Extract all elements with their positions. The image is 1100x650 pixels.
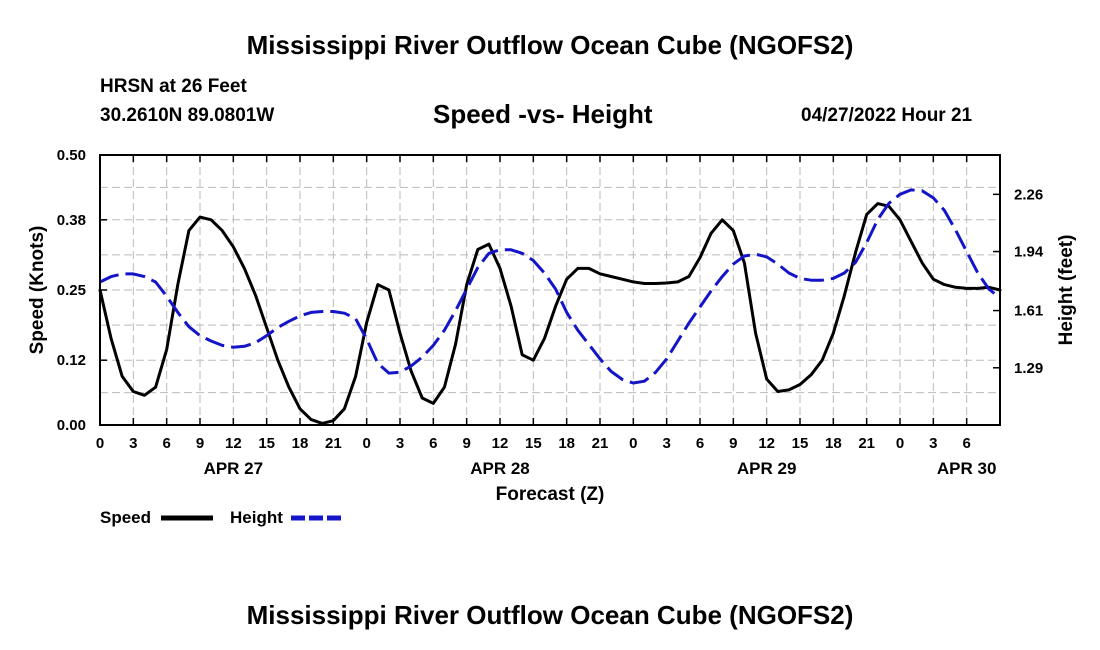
- x-tick-label: 3: [129, 435, 137, 452]
- main-title: Mississippi River Outflow Ocean Cube (NG…: [246, 30, 854, 60]
- x-tick-label: 3: [662, 435, 670, 452]
- x-tick-label: 21: [858, 435, 875, 452]
- forecast-date-label: 04/27/2022 Hour 21: [801, 105, 973, 126]
- coordinates-label: 30.2610N 89.0801W: [100, 105, 275, 126]
- x-tick-label: 9: [196, 435, 204, 452]
- x-tick-label: 3: [929, 435, 937, 452]
- y2-tick-label: 1.29: [1014, 360, 1043, 377]
- y-tick-label: 0.00: [57, 417, 86, 434]
- date-label: APR 27: [204, 459, 264, 478]
- x-tick-label: 6: [696, 435, 704, 452]
- date-label: APR 29: [737, 459, 797, 478]
- legend-height-label: Height: [230, 508, 283, 527]
- legend-speed-swatch: [161, 515, 213, 521]
- station-label: HRSN at 26 Feet: [100, 76, 247, 97]
- x-tick-label: 18: [558, 435, 575, 452]
- x-tick-label: 0: [896, 435, 904, 452]
- y-tick-label: 0.38: [57, 212, 86, 229]
- x-axis-label: Forecast (Z): [496, 484, 605, 505]
- speed-height-chart: 0 3 6 9 12 15 18 21 0 3 6 9 12 15 18 21 0 3 6 9 12 15 18 21 0 3 6 0…: [27, 147, 1077, 505]
- x-tick-label: 0: [629, 435, 637, 452]
- plot-frame: [99, 154, 1001, 426]
- x-tick-label: 18: [292, 435, 309, 452]
- x-tick-label: 9: [462, 435, 470, 452]
- x-tick-label: 12: [492, 435, 509, 452]
- legend-height-swatch: [291, 515, 343, 521]
- x-tick-label: 12: [758, 435, 775, 452]
- x-tick-label: 3: [396, 435, 404, 452]
- x-tick-label: 9: [729, 435, 737, 452]
- date-label: APR 28: [470, 459, 530, 478]
- label-layer: 0 3 6 9 12 15 18 21 0 3 6 9 12 15 18 21 0 3 6 9 12 15 18 21 0 3 6 0…: [27, 147, 1077, 505]
- grid-layer: [100, 155, 1000, 425]
- y-tick-label: 0.50: [57, 147, 86, 164]
- x-tick-label: 15: [258, 435, 275, 452]
- x-tick-label: 0: [96, 435, 104, 452]
- footer-title: Mississippi River Outflow Ocean Cube (NG…: [246, 600, 854, 630]
- legend-speed-label: Speed: [100, 508, 152, 527]
- y2-tick-label: 1.61: [1014, 303, 1043, 320]
- series-line-speed: [98, 202, 1002, 425]
- y-tick-label: 0.25: [57, 282, 86, 299]
- y-axis-label: Speed (Knots): [27, 226, 48, 355]
- x-tick-label: 21: [592, 435, 609, 452]
- x-tick-label: 6: [162, 435, 170, 452]
- y2-tick-label: 1.94: [1014, 244, 1044, 261]
- series-layer: [98, 188, 1002, 425]
- x-tick-label: 0: [362, 435, 370, 452]
- y-tick-label: 0.12: [57, 352, 86, 369]
- series-line-height: [99, 188, 1001, 385]
- date-label: APR 30: [937, 459, 997, 478]
- y2-tick-label: 2.26: [1014, 186, 1043, 203]
- x-tick-label: 6: [962, 435, 970, 452]
- x-tick-label: 18: [825, 435, 842, 452]
- x-tick-label: 21: [325, 435, 342, 452]
- x-tick-label: 12: [225, 435, 242, 452]
- x-tick-label: 6: [429, 435, 437, 452]
- y2-axis-label: Height (feet): [1056, 235, 1077, 346]
- x-tick-label: 15: [525, 435, 542, 452]
- x-tick-label: 15: [792, 435, 809, 452]
- chart-subtitle: Speed -vs- Height: [433, 99, 653, 129]
